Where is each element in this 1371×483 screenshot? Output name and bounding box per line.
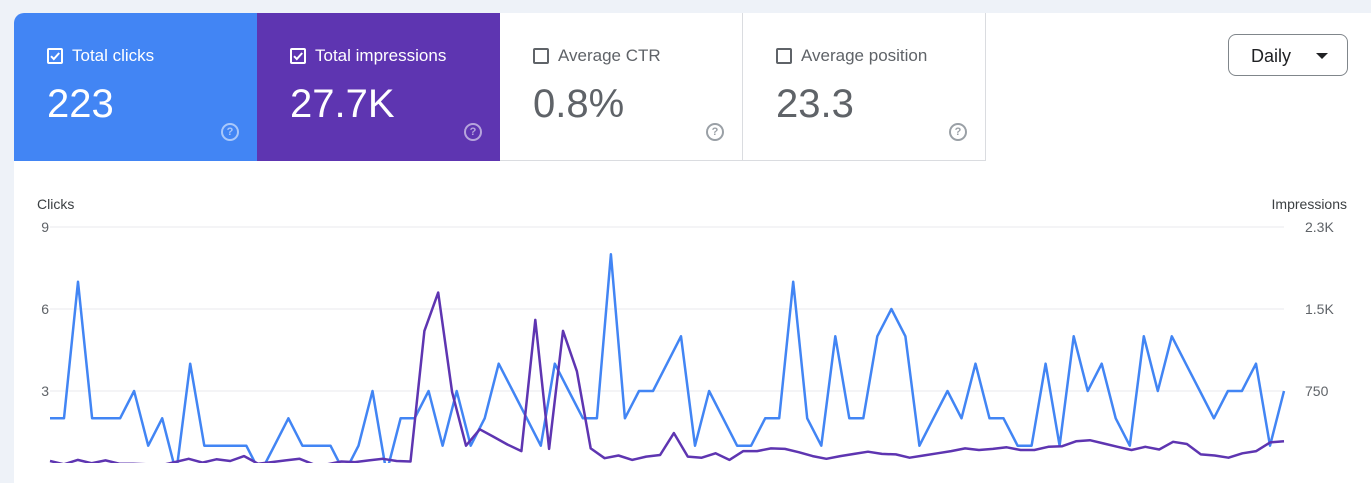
metric-label: Total clicks bbox=[72, 46, 155, 65]
left-axis-title: Clicks bbox=[37, 196, 74, 212]
series-line-total-impressions bbox=[49, 291, 1285, 463]
checkbox-icon[interactable] bbox=[290, 48, 306, 64]
metric-header: Average position bbox=[776, 46, 927, 66]
right-axis-title: Impressions bbox=[1272, 196, 1347, 212]
metric-header: Total clicks bbox=[47, 46, 154, 66]
left-tick-label: 3 bbox=[41, 383, 49, 399]
help-icon[interactable]: ? bbox=[464, 123, 482, 141]
help-icon[interactable]: ? bbox=[949, 123, 967, 141]
metric-total-impressions[interactable]: Total impressions 27.7K ? bbox=[257, 13, 500, 161]
performance-card: Total clicks 223 ? Total impressions 27.… bbox=[14, 13, 1371, 483]
right-tick-label: 1.5K bbox=[1305, 301, 1334, 317]
checkbox-icon[interactable] bbox=[776, 48, 792, 64]
dropdown-arrow-icon bbox=[1316, 53, 1328, 59]
metric-value: 0.8% bbox=[533, 82, 625, 126]
metric-value: 223 bbox=[47, 82, 114, 126]
series-line-total-clicks bbox=[50, 253, 1286, 463]
granularity-value: Daily bbox=[1251, 46, 1292, 66]
right-tick-label: 750 bbox=[1305, 383, 1329, 399]
left-tick-label: 6 bbox=[41, 301, 49, 317]
checkbox-icon[interactable] bbox=[533, 48, 549, 64]
left-tick-label: 9 bbox=[41, 219, 49, 235]
metric-average-position[interactable]: Average position 23.3 ? bbox=[743, 13, 986, 161]
right-tick-label: 2.3K bbox=[1305, 219, 1334, 235]
metric-header: Average CTR bbox=[533, 46, 661, 66]
metric-tabs: Total clicks 223 ? Total impressions 27.… bbox=[14, 13, 986, 161]
metric-label: Total impressions bbox=[315, 46, 447, 65]
help-icon[interactable]: ? bbox=[706, 123, 724, 141]
granularity-select[interactable]: Daily bbox=[1228, 34, 1348, 76]
metric-label: Average position bbox=[801, 46, 928, 65]
checkbox-icon[interactable] bbox=[47, 48, 63, 64]
metric-label: Average CTR bbox=[558, 46, 661, 65]
metric-average-ctr[interactable]: Average CTR 0.8% ? bbox=[500, 13, 743, 161]
performance-chart: 9 6 3 2.3K 1.5K 750 Clicks Impressions bbox=[37, 196, 1347, 463]
help-icon[interactable]: ? bbox=[221, 123, 239, 141]
metric-header: Total impressions bbox=[290, 46, 446, 66]
metric-value: 27.7K bbox=[290, 82, 395, 126]
metric-value: 23.3 bbox=[776, 82, 854, 126]
metric-total-clicks[interactable]: Total clicks 223 ? bbox=[14, 13, 257, 161]
